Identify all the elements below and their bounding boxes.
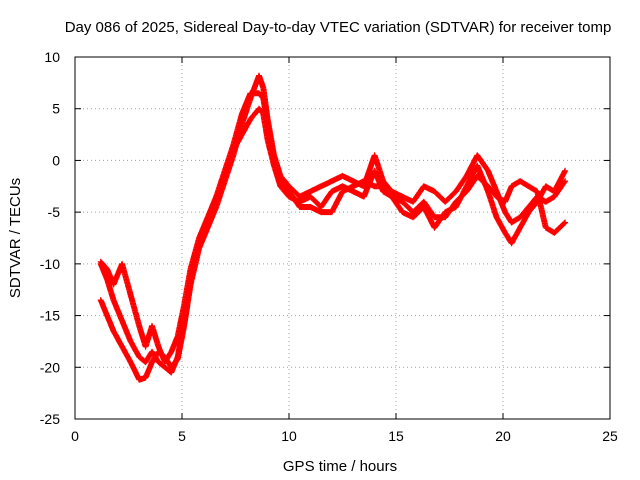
series-track-a [97,72,569,383]
y-tick-label: 0 [52,152,60,168]
y-tick-label: -15 [40,308,60,324]
grid [75,57,610,419]
y-tick-label: -10 [40,256,60,272]
series-markers [97,90,569,366]
x-tick-label: 25 [602,428,618,444]
x-tick-label: 5 [178,428,186,444]
y-tick-label: 5 [52,101,60,117]
series-track-b [97,105,569,376]
x-tick-label: 20 [495,428,511,444]
y-tick-label: -20 [40,359,60,375]
x-tick-label: 0 [71,428,79,444]
series-markers [97,105,569,376]
series-track-c [97,90,569,366]
x-tick-label: 10 [281,428,297,444]
series-markers [97,72,569,383]
y-tick-label: 10 [44,49,60,65]
y-tick-label: -5 [48,204,61,220]
x-tick-label: 15 [388,428,404,444]
axis-ticks: 0 5 10 15 20 25 -25 -20 -15 -10 -5 0 5 10 [40,49,618,444]
data-points [97,72,569,383]
y-tick-label: -25 [40,411,60,427]
x-axis-label: GPS time / hours [283,458,397,475]
y-axis-label: SDTVAR / TECUs [7,178,24,298]
plot-border [74,56,611,420]
chart-title: Day 086 of 2025, Sidereal Day-to-day VTE… [65,19,612,36]
